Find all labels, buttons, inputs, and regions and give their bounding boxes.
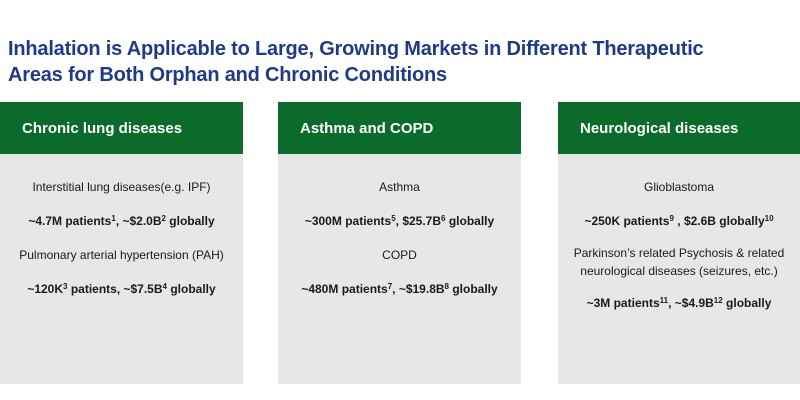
market-stat: ~300M patients5, $25.7B6 globally xyxy=(304,214,495,228)
card-header: Neurological diseases xyxy=(558,102,800,154)
card-header: Chronic lung diseases xyxy=(0,102,243,154)
card-neurological-diseases: Neurological diseases Glioblastoma ~250K… xyxy=(558,102,800,384)
disease-label: Parkinson’s related Psychosis & related … xyxy=(573,246,785,278)
card-body: Interstitial lung diseases(e.g. IPF) ~4.… xyxy=(0,154,243,298)
disease-label: Asthma xyxy=(379,180,420,194)
card-chronic-lung-diseases: Chronic lung diseases Interstitial lung … xyxy=(0,102,243,384)
disease-label: Pulmonary arterial hypertension (PAH) xyxy=(19,248,224,262)
card-asthma-and-copd: Asthma and COPD Asthma ~300M patients5, … xyxy=(278,102,521,384)
disease-label: Interstitial lung diseases(e.g. IPF) xyxy=(32,180,211,194)
disease-label: Glioblastoma xyxy=(643,180,715,194)
card-body: Glioblastoma ~250K patients9 , $2.6B glo… xyxy=(558,154,800,312)
market-stat: ~4.7M patients1, ~$2.0B2 globally xyxy=(28,214,215,228)
card-header: Asthma and COPD xyxy=(278,102,521,154)
slide-title: Inhalation is Applicable to Large, Growi… xyxy=(8,36,788,88)
market-stat: ~120K3 patients, ~$7.5B4 globally xyxy=(27,282,216,296)
card-body: Asthma ~300M patients5, $25.7B6 globally… xyxy=(278,154,521,298)
market-stat: ~480M patients7, ~$19.8B8 globally xyxy=(301,282,498,296)
slide-title-line-1: Inhalation is Applicable to Large, Growi… xyxy=(8,38,704,60)
disease-label: COPD xyxy=(382,248,417,262)
market-stat: ~3M patients11, ~$4.9B12 globally xyxy=(586,296,772,310)
market-stat: ~250K patients9 , $2.6B globally10 xyxy=(584,214,774,228)
slide-title-line-2: Areas for Both Orphan and Chronic Condit… xyxy=(8,64,447,86)
